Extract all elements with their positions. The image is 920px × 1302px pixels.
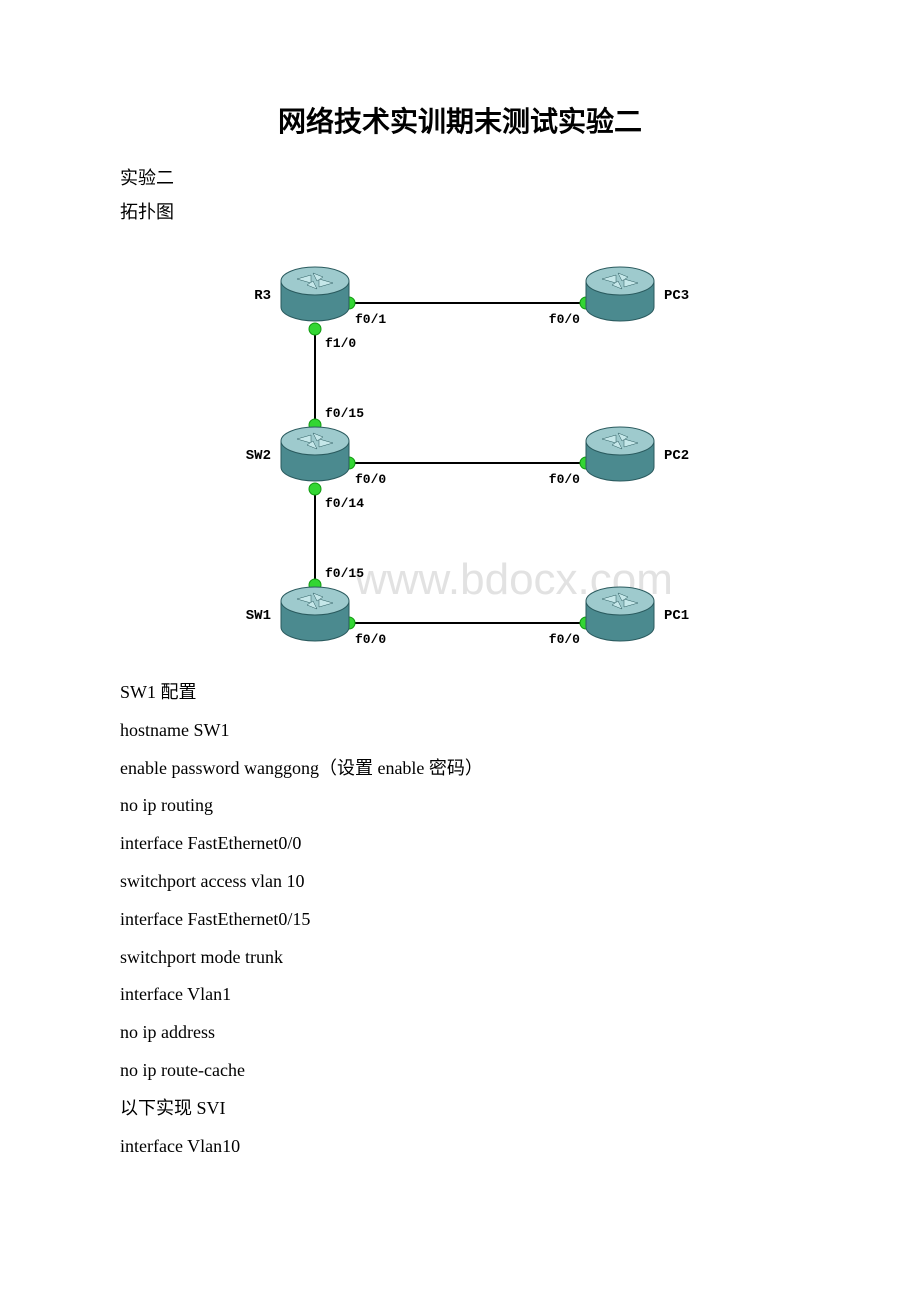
network-node-pc3: PC3: [586, 267, 689, 321]
config-text-block: SW1 配置hostname SW1enable password wanggo…: [120, 674, 800, 1165]
config-line: hostname SW1: [120, 712, 800, 750]
network-node-sw1: SW1: [246, 587, 349, 641]
heading-topology: 拓扑图: [120, 198, 800, 224]
heading-experiment: 实验二: [120, 164, 800, 190]
config-line: switchport access vlan 10: [120, 863, 800, 901]
interface-label: f0/15: [325, 406, 364, 421]
topology-diagram-container: www.bdocx.comf0/1f0/0f1/0f0/15f0/0f0/0f0…: [120, 254, 800, 654]
node-label: PC3: [664, 288, 689, 304]
topology-diagram: www.bdocx.comf0/1f0/0f1/0f0/15f0/0f0/0f0…: [190, 254, 730, 654]
config-line: interface FastEthernet0/0: [120, 825, 800, 863]
port-dot: [309, 323, 321, 335]
node-label: PC1: [664, 608, 689, 624]
config-line: no ip address: [120, 1014, 800, 1052]
interface-label: f0/0: [549, 472, 580, 487]
interface-label: f0/0: [355, 472, 386, 487]
node-label: SW1: [246, 608, 271, 624]
network-node-r3: R3: [254, 267, 349, 321]
network-node-pc1: PC1: [586, 587, 689, 641]
config-line: interface Vlan10: [120, 1128, 800, 1166]
page-title: 网络技术实训期末测试实验二: [120, 100, 800, 140]
port-dot: [309, 483, 321, 495]
config-line: no ip route-cache: [120, 1052, 800, 1090]
interface-label: f0/0: [355, 632, 386, 647]
config-line: switchport mode trunk: [120, 939, 800, 977]
interface-label: f0/14: [325, 496, 364, 511]
network-node-pc2: PC2: [586, 427, 689, 481]
config-line: 以下实现 SVI: [120, 1090, 800, 1128]
interface-label: f0/0: [549, 312, 580, 327]
config-line: enable password wanggong（设置 enable 密码）: [120, 750, 800, 788]
network-node-sw2: SW2: [246, 427, 349, 481]
config-line: interface FastEthernet0/15: [120, 901, 800, 939]
config-line: no ip routing: [120, 787, 800, 825]
node-label: SW2: [246, 448, 271, 464]
interface-label: f0/15: [325, 566, 364, 581]
node-label: R3: [254, 288, 271, 304]
interface-label: f0/0: [549, 632, 580, 647]
interface-label: f0/1: [355, 312, 386, 327]
node-label: PC2: [664, 448, 689, 464]
interface-label: f1/0: [325, 336, 356, 351]
config-line: interface Vlan1: [120, 976, 800, 1014]
config-line: SW1 配置: [120, 674, 800, 712]
